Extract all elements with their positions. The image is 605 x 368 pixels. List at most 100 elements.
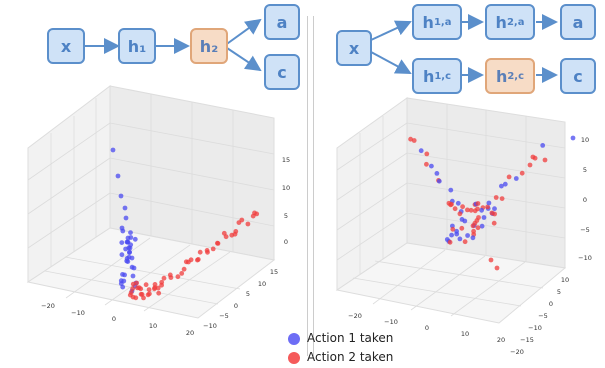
scatter-point (455, 200, 461, 206)
x-tick-label: −20 (41, 302, 55, 310)
action2-point (179, 271, 185, 276)
z-tick-label: 0 (583, 196, 587, 204)
grid-lines (27, 94, 275, 312)
z-tick-label: 5 (284, 212, 288, 220)
right-diagram-arrows (370, 14, 558, 83)
scatter-point (470, 235, 476, 241)
action2-point (155, 285, 161, 291)
y-tick-label: 0 (549, 300, 553, 308)
scatter-point (457, 211, 463, 217)
z-tick-label: −10 (578, 254, 592, 262)
y-tick-label: −5 (538, 312, 548, 320)
node-subscript: 2,c (507, 70, 525, 82)
action1-point (123, 246, 128, 252)
action2-point (161, 275, 167, 281)
scatter-point (465, 207, 470, 213)
z-tick-label: 0 (284, 238, 288, 246)
scatter-point (448, 187, 454, 193)
action2-point (128, 290, 134, 295)
node-label: h (422, 12, 434, 32)
separator-line (313, 16, 314, 356)
scatter-point (475, 201, 481, 206)
action2-point (130, 294, 136, 300)
action2-point (245, 221, 251, 227)
scatter-point (494, 265, 500, 271)
scatter-point (485, 204, 490, 210)
scatter-point (491, 220, 497, 226)
action1-point (121, 278, 127, 284)
legend-marker-action1 (288, 333, 300, 345)
right-node-h1a: h 1,a (412, 4, 462, 40)
legend-label-action2: Action 2 taken (307, 350, 394, 364)
action2-point (233, 229, 239, 234)
y-tick-label: −15 (520, 336, 534, 344)
action2-point (181, 266, 187, 272)
action2-point (197, 249, 203, 255)
scatter-point (489, 210, 495, 216)
scatter-point (468, 207, 474, 213)
action2-point (221, 230, 227, 236)
scatter-point (454, 231, 460, 237)
z-tick-label: −5 (580, 226, 590, 234)
action1-point (119, 240, 125, 246)
y-tick-label: −10 (203, 322, 217, 330)
action1-point (129, 264, 135, 270)
legend-label-action1: Action 1 taken (307, 331, 394, 345)
action1-point (128, 230, 133, 236)
action1-point (124, 258, 130, 264)
scatter-point (418, 148, 424, 154)
node-label: h (495, 66, 508, 86)
y-tick-label: 5 (246, 290, 250, 298)
z-tick-label: 10 (581, 136, 589, 144)
x-tick-label: −10 (384, 318, 398, 326)
scatter-point (424, 161, 429, 167)
node-label: h (495, 12, 507, 32)
y-tick-label: −20 (510, 348, 524, 356)
action2-point (145, 292, 151, 298)
action1-point (110, 147, 116, 153)
right-node-c: c (560, 58, 596, 94)
y-tick-label: 10 (561, 276, 569, 284)
action1-point (115, 173, 121, 179)
z-tick-label: 15 (282, 156, 290, 164)
scatter-point (447, 239, 453, 245)
separator-line (307, 16, 308, 356)
x-tick-label: 20 (186, 329, 194, 337)
y-tick-label: 10 (258, 280, 266, 288)
scatter-point (486, 200, 492, 206)
left-scatter-points (110, 147, 260, 301)
scatter-point (475, 225, 481, 231)
node-subscript: 1,a (433, 16, 452, 28)
left-node-c: c (264, 54, 300, 90)
left-node-a: a (264, 4, 300, 40)
action2-point (156, 290, 162, 296)
action2-point (195, 257, 201, 262)
action1-point (132, 236, 138, 242)
scatter-point (540, 143, 546, 148)
action2-point (239, 217, 245, 223)
scatter-point (570, 135, 576, 141)
x-tick-label: 10 (461, 330, 469, 338)
action2-point (152, 282, 158, 287)
z-tick-label: 10 (282, 184, 290, 192)
scatter-point (436, 178, 442, 184)
action2-point (168, 275, 174, 280)
action2-point (159, 282, 165, 288)
x-tick-label: 0 (112, 315, 116, 323)
x-tick-label: 10 (149, 322, 157, 330)
scatter-point (424, 151, 430, 157)
right-node-h2a: h 2,a (485, 4, 535, 40)
scatter-point (460, 204, 465, 210)
left-node-x: x (47, 28, 85, 64)
left-architecture-diagram (16, 0, 308, 78)
right-node-h2c: h 2,c (485, 58, 535, 94)
action2-point (143, 282, 149, 288)
y-tick-label: −5 (219, 312, 229, 320)
x-tick-label: −20 (348, 312, 362, 320)
scatter-point (408, 136, 413, 142)
scatter-point (481, 215, 487, 220)
action1-point (120, 228, 126, 234)
x-tick-label: 0 (425, 324, 429, 332)
y-tick-label: 5 (557, 288, 561, 296)
node-label: h (422, 66, 435, 86)
